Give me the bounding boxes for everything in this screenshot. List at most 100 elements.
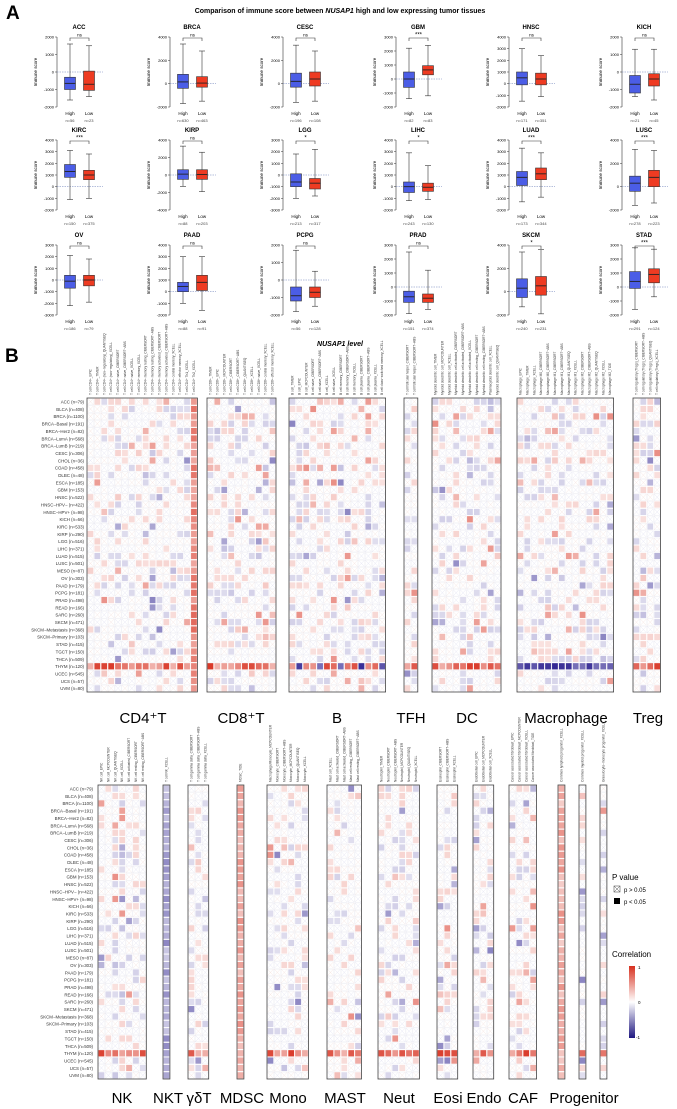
- panel-title: KICH: [637, 25, 652, 31]
- heatmap-cell: [107, 574, 115, 582]
- heatmap-cell: [221, 611, 228, 619]
- heatmap-cell: [565, 662, 572, 670]
- nonsignificant-cross-icon: [107, 493, 115, 501]
- nonsignificant-cross-icon: [163, 567, 170, 575]
- heatmap-cell: [303, 493, 310, 501]
- nonsignificant-cross-icon: [170, 655, 177, 663]
- heatmap-cell: [404, 457, 411, 464]
- box-high: [64, 164, 76, 178]
- heatmap-cell: [262, 567, 269, 575]
- heatmap-cell: [487, 618, 494, 626]
- nonsignificant-cross-icon: [87, 655, 94, 663]
- heatmap-cell: [372, 618, 379, 626]
- heatmap-cell: [337, 427, 344, 435]
- y-tick-label: 4000: [271, 35, 281, 40]
- row-label: CHOL (n=36): [58, 458, 85, 463]
- heatmap-cell: [517, 486, 524, 494]
- heatmap-cell: [128, 589, 136, 597]
- heatmap-cell: [296, 515, 303, 523]
- nonsignificant-cross-icon: [87, 405, 94, 413]
- heatmap-cell: [633, 611, 640, 619]
- heatmap-cell: [163, 457, 170, 464]
- heatmap-cell: [142, 662, 149, 670]
- heatmap-cell: [524, 493, 531, 501]
- y-tick-label: -2000: [383, 208, 394, 213]
- heatmap-cell: [190, 640, 198, 648]
- nonsignificant-cross-icon: [221, 530, 228, 538]
- heatmap-cell: [241, 662, 249, 670]
- nonsignificant-cross-icon: [142, 486, 149, 494]
- y-tick-label: -2000: [609, 313, 620, 318]
- heatmap-cell: [344, 677, 351, 685]
- nonsignificant-cross-icon: [101, 648, 108, 655]
- group-label-low: Low: [424, 111, 433, 116]
- nonsignificant-cross-icon: [234, 449, 242, 457]
- heatmap-cell: [163, 545, 170, 553]
- heatmap-cell: [183, 405, 191, 413]
- heatmap-cell: [600, 582, 607, 589]
- column-label: Macrophage M2_CIBERSORT: [581, 352, 585, 395]
- heatmap-cell: [114, 537, 122, 545]
- heatmap-cell: [487, 412, 494, 420]
- heatmap-cell: [262, 412, 269, 420]
- heatmap-cell: [135, 493, 142, 501]
- heatmap-cell: [114, 677, 122, 685]
- heatmap-cell: [303, 427, 310, 435]
- heatmap-cell: [558, 574, 566, 582]
- y-tick-label: 1000: [271, 260, 281, 265]
- nonsignificant-cross-icon: [234, 574, 242, 582]
- heatmap-cell: [241, 457, 249, 464]
- sample-size-high: n=240: [516, 326, 528, 331]
- y-tick-label: 2000: [45, 35, 55, 40]
- nonsignificant-cross-icon: [156, 537, 163, 545]
- heatmap-cell: [404, 434, 411, 442]
- panel-title: PRAD: [409, 233, 427, 239]
- group-label-low: Low: [424, 319, 433, 324]
- heatmap-cell: [600, 420, 607, 428]
- heatmap-cell: [473, 457, 481, 464]
- nonsignificant-cross-icon: [107, 545, 115, 553]
- nonsignificant-cross-icon: [128, 559, 136, 567]
- nonsignificant-cross-icon: [87, 545, 94, 553]
- heatmap-cell: [241, 420, 249, 428]
- y-tick-label: 0: [504, 289, 507, 294]
- heatmap-cell: [269, 662, 276, 670]
- y-tick-label: 0: [165, 81, 168, 86]
- heatmap-cell: [494, 493, 501, 501]
- group-label-low: Low: [198, 111, 207, 116]
- heatmap-cell: [107, 596, 115, 604]
- nonsignificant-cross-icon: [221, 523, 228, 531]
- heatmap-cell: [378, 501, 386, 508]
- heatmap-cell: [170, 552, 177, 560]
- column-label: T cell CD8+_MCPCOUNTER: [222, 353, 226, 395]
- nonsignificant-cross-icon: [94, 574, 101, 582]
- column-label: B cell plasma_CIBERSORT: [359, 356, 363, 395]
- column-label: T cell CD8+_TIMER: [208, 366, 212, 395]
- nonsignificant-cross-icon: [241, 398, 249, 406]
- significance-label: ns: [529, 33, 535, 38]
- panel-title: PAAD: [184, 233, 201, 239]
- nonsignificant-cross-icon: [121, 420, 129, 428]
- nonsignificant-cross-icon: [149, 427, 156, 435]
- column-label: Macrophage M1_CIBERSORT−ABS: [560, 343, 564, 395]
- heatmap-cell: [606, 559, 614, 567]
- nonsignificant-cross-icon: [114, 604, 122, 611]
- heatmap-cell: [378, 589, 386, 597]
- heatmap-cell: [248, 670, 256, 678]
- group-label-low: Low: [311, 111, 320, 116]
- heatmap-cell: [524, 626, 531, 633]
- heatmap-cell: [170, 574, 177, 582]
- heatmap-cell: [316, 545, 324, 553]
- box-low: [83, 275, 95, 287]
- y-axis-label: Immune score: [259, 160, 264, 189]
- heatmap-cell: [248, 684, 256, 692]
- heatmap-cell: [544, 405, 552, 413]
- heatmap-group-b: B cell_TIMER B cell_EPIC B cell_MCPCOUNTER…: [288, 340, 386, 727]
- nonsignificant-cross-icon: [107, 670, 115, 678]
- heatmap-cell: [473, 464, 481, 472]
- nonsignificant-cross-icon: [156, 530, 163, 538]
- heatmap-cell: [565, 501, 572, 508]
- heatmap-cell: [600, 449, 607, 457]
- heatmap-cell: [190, 655, 198, 663]
